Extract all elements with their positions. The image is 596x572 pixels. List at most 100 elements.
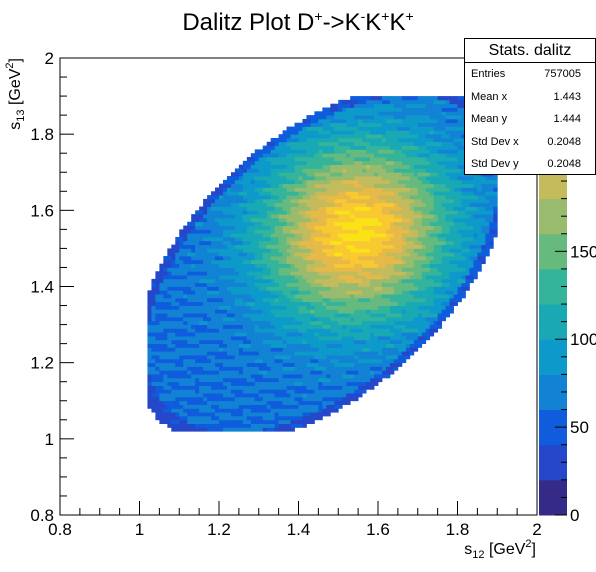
heatmap-cell <box>302 320 307 325</box>
heatmap-cell <box>354 214 359 219</box>
heatmap-cell <box>330 122 335 127</box>
heatmap-cell <box>183 236 188 242</box>
heatmap-cell <box>234 236 240 242</box>
heatmap-cell <box>266 183 272 188</box>
heatmap-cell <box>421 134 427 139</box>
heatmap-cell <box>266 202 272 207</box>
heatmap-cell <box>401 210 407 215</box>
heatmap-cell <box>187 301 192 306</box>
heatmap-cell <box>389 294 395 299</box>
heatmap-cell <box>393 290 399 295</box>
heatmap-cell <box>302 233 307 238</box>
heatmap-cell <box>358 168 363 173</box>
heatmap-cell <box>167 263 172 268</box>
heatmap-cell <box>298 320 303 325</box>
heatmap-cell <box>338 336 343 341</box>
heatmap-cell <box>238 374 244 379</box>
heatmap-cell <box>222 282 228 287</box>
heatmap-cell <box>242 355 248 360</box>
heatmap-cell <box>425 176 431 181</box>
heatmap-cell <box>151 366 156 371</box>
heatmap-cell <box>318 157 323 162</box>
heatmap-cell <box>314 297 319 303</box>
heatmap-cell <box>322 294 327 299</box>
heatmap-cell <box>286 381 291 386</box>
heatmap-cell <box>358 374 363 379</box>
heatmap-cell <box>175 263 180 268</box>
heatmap-cell <box>389 275 395 280</box>
heatmap-cell <box>298 301 303 306</box>
heatmap-cell <box>378 210 383 215</box>
heatmap-cell <box>230 252 236 257</box>
heatmap-cell <box>191 324 196 329</box>
heatmap-cell <box>310 351 315 356</box>
heatmap-cell <box>425 183 431 188</box>
heatmap-cell <box>294 297 299 303</box>
heatmap-cell <box>429 313 435 318</box>
heatmap-cell <box>167 389 172 394</box>
heatmap-cell <box>350 343 355 348</box>
heatmap-cell <box>314 393 319 398</box>
heatmap-cell <box>159 267 164 272</box>
heatmap-cell <box>282 336 287 341</box>
heatmap-cell <box>318 328 323 333</box>
heatmap-cell <box>334 191 339 196</box>
heatmap-cell <box>433 240 439 246</box>
heatmap-cell <box>322 305 327 310</box>
heatmap-cell <box>306 336 311 341</box>
heatmap-cell <box>381 153 387 158</box>
heatmap-cell <box>282 236 287 242</box>
heatmap-cell <box>358 328 363 333</box>
heatmap-cell <box>366 225 371 230</box>
heatmap-cell <box>346 301 351 306</box>
heatmap-cell <box>230 191 236 196</box>
heatmap-cell <box>389 301 395 306</box>
heatmap-cell <box>230 278 236 284</box>
heatmap-cell <box>266 225 272 230</box>
heatmap-cell <box>282 137 287 143</box>
heatmap-cell <box>362 389 367 394</box>
heatmap-cell <box>417 103 423 108</box>
heatmap-cell <box>362 244 367 249</box>
heatmap-cell <box>310 195 315 200</box>
heatmap-cell <box>350 221 355 226</box>
heatmap-cell <box>187 221 192 226</box>
heatmap-cell <box>302 172 307 177</box>
heatmap-cell <box>429 290 435 295</box>
heatmap-cell <box>417 126 423 131</box>
heatmap-cell <box>274 313 280 318</box>
heatmap-cell <box>409 187 415 192</box>
heatmap-cell <box>393 225 399 230</box>
heatmap-cell <box>374 157 379 162</box>
heatmap-cell <box>385 275 391 280</box>
heatmap-cell <box>211 316 216 322</box>
heatmap-cell <box>298 164 303 169</box>
heatmap-cell <box>302 137 307 143</box>
heatmap-cell <box>338 233 343 238</box>
heatmap-cell <box>234 355 240 360</box>
heatmap-cell <box>326 396 331 402</box>
heatmap-cell <box>219 355 224 360</box>
heatmap-cell <box>362 339 367 345</box>
heatmap-cell <box>433 278 439 284</box>
heatmap-cell <box>179 351 184 356</box>
heatmap-cell <box>346 229 351 234</box>
heatmap-cell <box>354 256 359 261</box>
heatmap-cell <box>262 210 268 215</box>
heatmap-cell <box>191 313 196 318</box>
heatmap-cell <box>274 160 280 166</box>
heatmap-cell <box>401 290 407 295</box>
heatmap-cell <box>354 267 359 272</box>
heatmap-cell <box>215 248 220 253</box>
heatmap-cell <box>405 103 411 108</box>
heatmap-cell <box>425 252 431 257</box>
heatmap-cell <box>342 252 347 257</box>
heatmap-cell <box>350 198 355 204</box>
heatmap-cell <box>334 202 339 207</box>
heatmap-cell <box>222 191 228 196</box>
heatmap-cell <box>306 179 311 185</box>
heatmap-cell <box>429 176 435 181</box>
heatmap-cell <box>354 153 359 158</box>
heatmap-cell <box>310 370 315 375</box>
heatmap-cell <box>179 355 184 360</box>
